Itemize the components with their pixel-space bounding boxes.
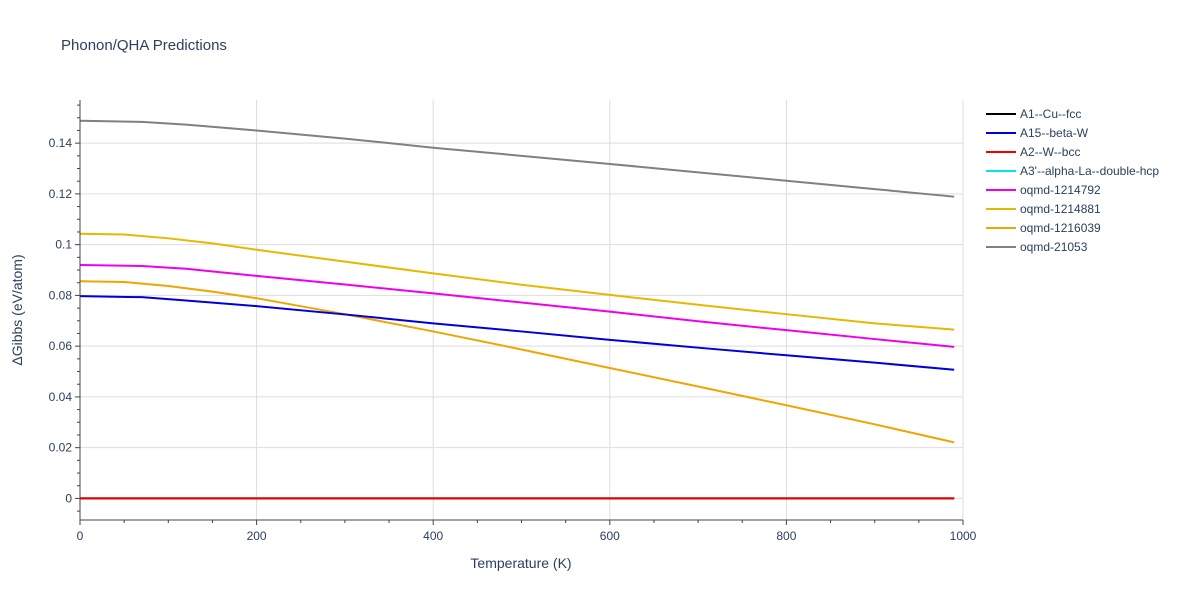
legend-item[interactable]: A1--Cu--fcc	[986, 107, 1081, 121]
x-tick-label: 0	[77, 529, 84, 543]
legend-label: A15--beta-W	[1020, 126, 1089, 140]
x-tick-label: 600	[600, 529, 620, 543]
legend-label: oqmd-1214881	[1020, 202, 1101, 216]
series-line-oqmd-1216039	[79, 280, 955, 444]
legend-label: A3'--alpha-La--double-hcp	[1020, 164, 1159, 178]
x-tick-label: 800	[776, 529, 796, 543]
legend-label: oqmd-1216039	[1020, 221, 1101, 235]
plot-area	[79, 119, 955, 500]
legend-label: A2--W--bcc	[1020, 145, 1080, 159]
legend-item[interactable]: oqmd-1214881	[986, 202, 1101, 216]
legend-label: oqmd-21053	[1020, 240, 1088, 254]
y-axis-title: ΔGibbs (eV/atom)	[9, 254, 25, 365]
y-tick-label: 0	[65, 491, 72, 505]
legend-item[interactable]: oqmd-1214792	[986, 183, 1101, 197]
axes: 0 200 400 600 800 1000 0 0.02 0.04 0.06 0.08 0.1 0.1…	[49, 100, 977, 543]
series-line-a15-beta-w	[79, 295, 955, 371]
legend-item[interactable]: A3'--alpha-La--double-hcp	[986, 164, 1159, 178]
x-tick-label: 1000	[950, 529, 977, 543]
legend[interactable]: A1--Cu--fcc A15--beta-W A2--W--bcc A3'--alp…	[986, 107, 1159, 254]
legend-item[interactable]: oqmd-1216039	[986, 221, 1101, 235]
y-tick-label: 0.1	[55, 238, 72, 252]
y-tick-label: 0.04	[49, 390, 73, 404]
series-line-oqmd-1214881	[79, 232, 955, 331]
y-tick-label: 0.06	[49, 339, 73, 353]
legend-item[interactable]: A15--beta-W	[986, 126, 1089, 140]
legend-label: A1--Cu--fcc	[1020, 107, 1081, 121]
y-tick-label: 0.14	[49, 136, 73, 150]
grid-lines	[80, 100, 964, 520]
chart-title: Phonon/QHA Predictions	[61, 37, 227, 54]
x-tick-label: 200	[247, 529, 267, 543]
y-tick-label: 0.12	[49, 187, 73, 201]
series-line-oqmd-21053	[79, 119, 955, 198]
legend-label: oqmd-1214792	[1020, 183, 1101, 197]
y-tick-label: 0.08	[49, 288, 73, 302]
x-axis-title: Temperature (K)	[470, 555, 571, 571]
x-tick-label: 400	[423, 529, 443, 543]
y-tick-label: 0.02	[49, 441, 73, 455]
legend-item[interactable]: A2--W--bcc	[986, 145, 1080, 159]
legend-item[interactable]: oqmd-21053	[986, 240, 1088, 254]
series-line-oqmd-1214792	[79, 263, 955, 348]
